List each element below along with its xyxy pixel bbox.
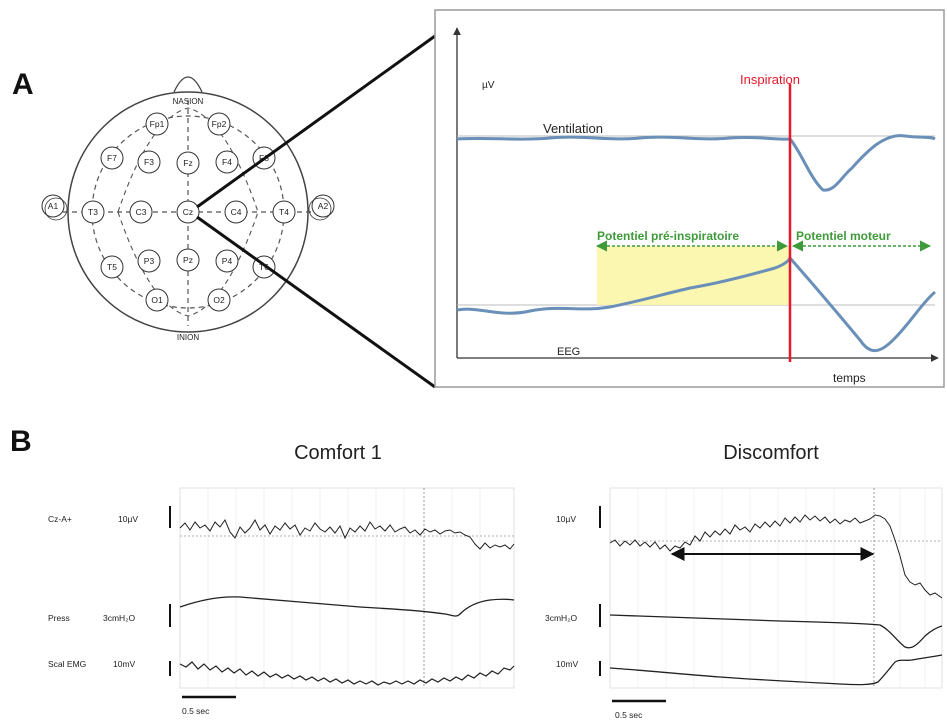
discomfort-title: Discomfort: [723, 442, 819, 464]
svg-text:F3: F3: [144, 157, 154, 167]
comfort-grid: [207, 488, 481, 688]
svg-text:T6: T6: [259, 262, 269, 272]
electrode-o1: O1: [145, 288, 169, 312]
discomfort-panel: Discomfort 10µV 3cmH₂O 10mV 0.5 sec: [545, 442, 943, 720]
svg-text:Fz: Fz: [183, 158, 192, 168]
motor-potential-label: Potentiel moteur: [796, 229, 891, 243]
comfort-press-scale: 3cmH₂O: [103, 613, 135, 623]
svg-text:T4: T4: [279, 207, 289, 217]
comfort-time-scale: 0.5 sec: [182, 706, 210, 716]
press-channel-label: Press: [48, 613, 70, 623]
pre-potential-highlight: [597, 246, 791, 305]
ventilation-label: Ventilation: [543, 121, 603, 136]
svg-text:Cz: Cz: [183, 207, 193, 217]
electrode-a2: A2: [308, 194, 335, 221]
discomfort-grid: [637, 488, 926, 688]
svg-text:P3: P3: [144, 256, 155, 266]
eeg-trace: [456, 255, 936, 353]
svg-text:C3: C3: [136, 207, 147, 217]
electrode-fp1: Fp1: [145, 112, 169, 136]
svg-text:A1: A1: [48, 201, 59, 211]
comfort-cz-trace: [179, 518, 515, 550]
svg-text:T5: T5: [107, 262, 117, 272]
nose-icon: [173, 76, 203, 93]
electrode-f3: F3: [137, 150, 161, 174]
discomfort-cz-trace: [609, 514, 943, 599]
nasion-label: NASION: [173, 97, 204, 106]
zoom-line-top: [196, 34, 436, 209]
emg-channel-label: Scal EMG: [48, 659, 86, 669]
x-axis-label: temps: [833, 371, 866, 385]
discomfort-cz-scale: 10µV: [556, 514, 576, 524]
pre-potential-label: Potentiel pré-inspiratoire: [597, 229, 739, 243]
eeg-head-diagram: NASION INION Fp1 Fp2 F7 F3 Fz F4 F8 A1 T…: [41, 76, 335, 342]
discomfort-emg-trace: [609, 654, 943, 686]
electrode-fp2: Fp2: [207, 112, 231, 136]
inion-label: INION: [177, 333, 199, 342]
comfort-panel: Comfort 1 Cz-A+ 10µV Press 3cmH₂O Scal E…: [48, 442, 515, 716]
comfort-press-trace: [179, 596, 515, 617]
electrode-t5: T5: [100, 255, 124, 279]
electrode-t4: T4: [272, 200, 296, 224]
svg-text:O2: O2: [213, 295, 225, 305]
svg-text:F7: F7: [107, 153, 117, 163]
electrode-p3: P3: [137, 249, 161, 273]
electrode-c4: C4: [224, 200, 248, 224]
svg-text:Fp2: Fp2: [212, 119, 227, 129]
svg-text:C4: C4: [231, 207, 242, 217]
svg-text:O1: O1: [151, 295, 163, 305]
comfort-title: Comfort 1: [294, 442, 382, 464]
ventilation-trace: [456, 134, 936, 192]
inspiration-label: Inspiration: [740, 72, 800, 87]
comfort-cz-scale: 10µV: [118, 514, 138, 524]
discomfort-emg-scale: 10mV: [556, 659, 579, 669]
eeg-label: EEG: [557, 346, 580, 358]
comfort-emg-scale: 10mV: [113, 659, 136, 669]
comfort-emg-trace: [179, 661, 515, 686]
discomfort-press-trace: [609, 614, 943, 649]
inset-plot: µV Inspiration Ventilation Potentiel pré…: [434, 9, 945, 388]
electrode-a1: A1: [41, 194, 68, 221]
svg-text:Fp1: Fp1: [150, 119, 165, 129]
zoom-line-bottom: [196, 215, 436, 389]
cz-channel-label: Cz-A+: [48, 514, 72, 524]
svg-text:Pz: Pz: [183, 255, 193, 265]
electrode-f4: F4: [215, 150, 239, 174]
discomfort-press-scale: 3cmH₂O: [545, 613, 577, 623]
panel-b-letter: B: [10, 425, 32, 458]
electrode-t3: T3: [81, 200, 105, 224]
electrode-f7: F7: [100, 146, 124, 170]
electrode-p4: P4: [215, 249, 239, 273]
electrode-cz: Cz: [176, 200, 200, 224]
electrode-pz: Pz: [176, 248, 200, 272]
electrode-fz: Fz: [176, 151, 200, 175]
svg-text:F4: F4: [222, 157, 232, 167]
discomfort-time-scale: 0.5 sec: [615, 710, 643, 720]
electrode-c3: C3: [129, 200, 153, 224]
svg-text:A2: A2: [318, 201, 329, 211]
electrode-o2: O2: [207, 288, 231, 312]
y-unit-label: µV: [482, 80, 495, 91]
svg-text:P4: P4: [222, 256, 233, 266]
inset-frame: [434, 9, 945, 388]
svg-text:T3: T3: [88, 207, 98, 217]
panel-a-letter: A: [12, 68, 34, 101]
